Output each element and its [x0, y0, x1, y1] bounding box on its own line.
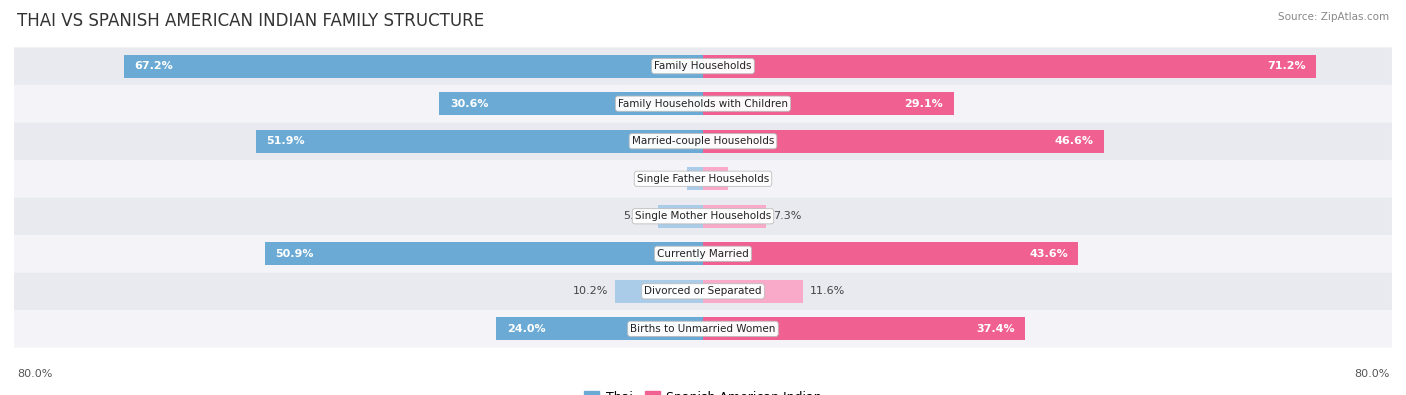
Legend: Thai, Spanish American Indian: Thai, Spanish American Indian: [581, 387, 825, 395]
Bar: [703, 280, 803, 303]
Text: THAI VS SPANISH AMERICAN INDIAN FAMILY STRUCTURE: THAI VS SPANISH AMERICAN INDIAN FAMILY S…: [17, 12, 484, 30]
Text: 67.2%: 67.2%: [135, 61, 173, 71]
Text: 1.9%: 1.9%: [651, 174, 679, 184]
Text: 30.6%: 30.6%: [450, 99, 488, 109]
Text: Married-couple Households: Married-couple Households: [631, 136, 775, 146]
Bar: [703, 167, 728, 190]
Text: Births to Unmarried Women: Births to Unmarried Women: [630, 324, 776, 334]
Bar: [703, 242, 1078, 265]
Bar: [616, 280, 703, 303]
Text: 51.9%: 51.9%: [266, 136, 305, 146]
Bar: [703, 130, 1104, 153]
Text: 24.0%: 24.0%: [506, 324, 546, 334]
Text: 29.1%: 29.1%: [904, 99, 943, 109]
FancyBboxPatch shape: [14, 122, 1392, 160]
Bar: [703, 92, 953, 115]
Bar: [264, 242, 703, 265]
Text: Single Mother Households: Single Mother Households: [636, 211, 770, 221]
Bar: [256, 130, 703, 153]
Text: 37.4%: 37.4%: [976, 324, 1015, 334]
Bar: [440, 92, 703, 115]
Text: 71.2%: 71.2%: [1267, 61, 1306, 71]
Text: 10.2%: 10.2%: [572, 286, 609, 296]
FancyBboxPatch shape: [14, 235, 1392, 273]
FancyBboxPatch shape: [14, 85, 1392, 122]
Text: 7.3%: 7.3%: [773, 211, 801, 221]
Bar: [658, 205, 703, 228]
FancyBboxPatch shape: [14, 198, 1392, 235]
Text: 43.6%: 43.6%: [1029, 249, 1069, 259]
FancyBboxPatch shape: [14, 310, 1392, 348]
Text: Currently Married: Currently Married: [657, 249, 749, 259]
Text: 5.2%: 5.2%: [623, 211, 651, 221]
Text: 46.6%: 46.6%: [1054, 136, 1094, 146]
Bar: [703, 317, 1025, 340]
Text: Family Households: Family Households: [654, 61, 752, 71]
Bar: [124, 55, 703, 78]
Text: 2.9%: 2.9%: [735, 174, 763, 184]
Bar: [703, 205, 766, 228]
Text: 50.9%: 50.9%: [276, 249, 314, 259]
Text: Divorced or Separated: Divorced or Separated: [644, 286, 762, 296]
Text: 11.6%: 11.6%: [810, 286, 845, 296]
Bar: [496, 317, 703, 340]
FancyBboxPatch shape: [14, 273, 1392, 310]
Text: 80.0%: 80.0%: [1354, 369, 1389, 379]
Bar: [703, 55, 1316, 78]
FancyBboxPatch shape: [14, 47, 1392, 85]
Text: 80.0%: 80.0%: [17, 369, 52, 379]
Text: Source: ZipAtlas.com: Source: ZipAtlas.com: [1278, 12, 1389, 22]
Text: Single Father Households: Single Father Households: [637, 174, 769, 184]
Bar: [686, 167, 703, 190]
Text: Family Households with Children: Family Households with Children: [619, 99, 787, 109]
FancyBboxPatch shape: [14, 160, 1392, 198]
